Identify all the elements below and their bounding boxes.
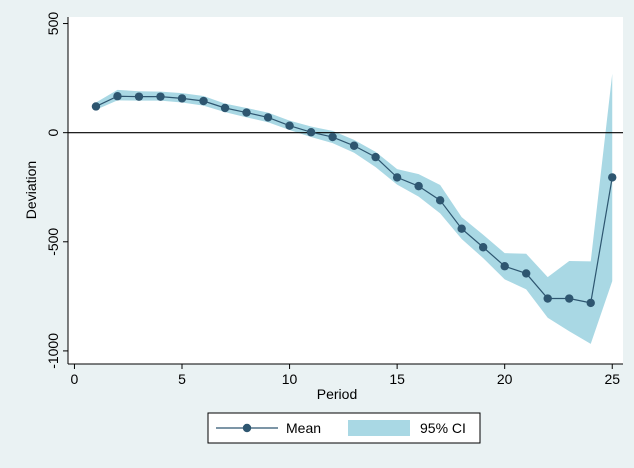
x-axis-title: Period (317, 386, 357, 402)
legend-mean-label: Mean (286, 420, 321, 436)
mean-point (543, 294, 552, 303)
y-tick-label: 0 (45, 129, 61, 137)
mean-point (177, 94, 187, 103)
y-axis-title: Deviation (23, 161, 39, 219)
mean-point (371, 152, 380, 162)
x-tick-label: 25 (604, 371, 620, 387)
ci-band (95, 73, 613, 344)
mean-point (586, 298, 595, 308)
y-tick-label: -500 (45, 228, 61, 256)
mean-point (220, 103, 230, 113)
x-tick-label: 5 (178, 371, 186, 387)
mean-point (392, 173, 402, 182)
mean-point (414, 181, 423, 191)
x-tick-label: 15 (389, 371, 405, 387)
mean-point (565, 294, 574, 303)
x-tick-label: 0 (71, 371, 79, 387)
mean-point (263, 113, 273, 122)
mean-point (328, 132, 337, 142)
mean-point (134, 92, 144, 101)
ci-band-layer (95, 73, 613, 344)
mean-point (608, 173, 617, 182)
legend-ci-swatch (348, 420, 410, 436)
mean-point (435, 196, 445, 205)
mean-point (457, 224, 466, 233)
y-tick-label: 500 (45, 12, 61, 36)
mean-point (199, 96, 208, 106)
legend-ci-label: 95% CI (420, 420, 466, 436)
mean-series-layer (91, 92, 617, 308)
mean-point (242, 108, 251, 117)
x-tick-label: 10 (282, 371, 298, 387)
mean-point (113, 92, 122, 101)
mean-point (285, 121, 294, 130)
mean-point (500, 262, 509, 271)
mean-point (521, 269, 531, 278)
mean-point (156, 92, 165, 101)
mean-point (478, 243, 488, 252)
mean-point (306, 128, 316, 137)
mean-point (91, 102, 101, 111)
x-tick-label: 20 (497, 371, 513, 387)
plot-area (68, 17, 623, 364)
axes: 0 5 10 15 20 25 500 0 -500 -1000 (45, 12, 623, 387)
legend-mean-marker (242, 423, 252, 433)
y-tick-label: -1000 (45, 333, 61, 369)
mean-point (349, 141, 359, 150)
legend: Mean 95% CI (207, 412, 481, 444)
